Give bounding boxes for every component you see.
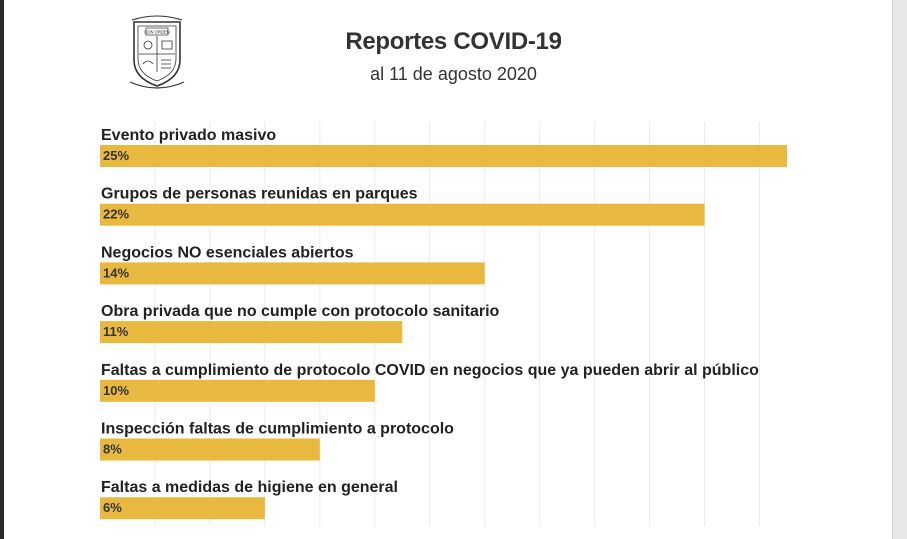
bar xyxy=(100,379,375,402)
bar xyxy=(100,321,403,344)
category-label: Inspección faltas de cumplimiento a prot… xyxy=(101,421,454,438)
coat-of-arms-logo: CON ORDEN xyxy=(129,15,185,89)
value-label: 8% xyxy=(103,442,122,457)
value-label: 10% xyxy=(103,383,129,398)
chart-subtitle: al 11 de agosto 2020 xyxy=(370,64,537,84)
category-label: Faltas a cumplimiento de protocolo COVID… xyxy=(101,362,759,379)
category-label: Obra privada que no cumple con protocolo… xyxy=(101,303,500,320)
chart-title: Reportes COVID-19 xyxy=(345,28,562,55)
labels: Evento privado masivo 25% Grupos de person… xyxy=(101,127,759,515)
value-label: 25% xyxy=(103,148,129,163)
window-right-edge xyxy=(892,0,907,539)
bar xyxy=(100,262,485,285)
logo-motto: CON ORDEN xyxy=(144,30,170,35)
bar xyxy=(100,203,705,226)
value-label: 11% xyxy=(103,324,129,339)
bar xyxy=(100,438,320,461)
window-left-edge xyxy=(0,0,4,539)
category-label: Negocios NO esenciales abiertos xyxy=(101,244,354,261)
value-label: 22% xyxy=(103,207,129,222)
bar xyxy=(100,145,787,167)
bar xyxy=(100,497,265,520)
category-label: Grupos de personas reunidas en parques xyxy=(101,186,418,203)
bars xyxy=(100,145,787,520)
value-label: 14% xyxy=(103,265,129,280)
value-label: 6% xyxy=(103,500,122,515)
category-label: Faltas a medidas de higiene en general xyxy=(101,479,398,496)
category-label: Evento privado masivo xyxy=(101,127,276,144)
